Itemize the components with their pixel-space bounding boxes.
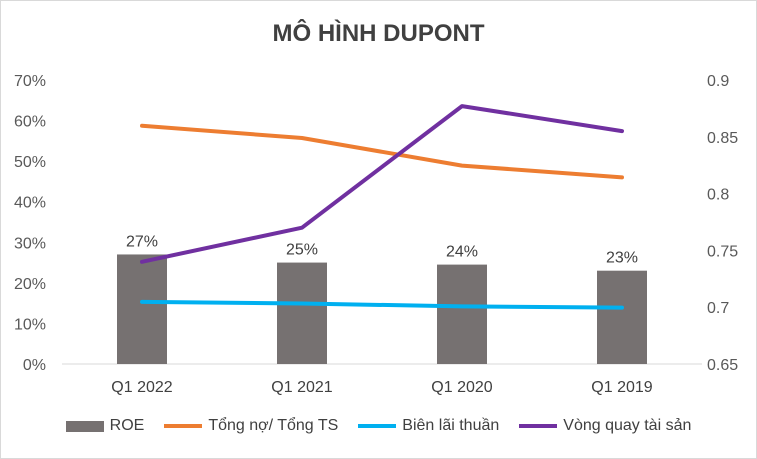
legend-item-asset-turnover: Vòng quay tài sản [519,417,691,435]
y-left-tick-label: 20% [14,276,46,293]
line-debt-ratio [140,123,624,180]
y-right-tick-label: 0.9 [707,73,729,90]
line-net-margin [140,299,624,310]
legend-swatch-roe [65,420,104,432]
chart-title: MÔ HÌNH DUPONT [272,20,485,47]
y-left-tick-label: 40% [14,195,46,212]
y-left-tick-label: 50% [14,154,46,171]
y-right-tick-label: 0.8 [707,187,729,204]
bar-roe [597,270,647,364]
line-asset-turnover [140,104,624,264]
y-right-tick-label: 0.65 [707,357,738,374]
bar-data-label: 23% [606,250,638,267]
legend-item-debt-ratio: Tổng nợ/ Tổng TS [164,417,338,435]
bar-roe [437,264,487,364]
bar-data-label: 24% [446,244,478,261]
legend-label-roe: ROE [109,417,145,434]
legend-swatch-asset-turnover [519,424,558,428]
y-left-tick-label: 70% [14,73,46,90]
x-tick-label: Q1 2020 [431,379,492,396]
y-left-tick-label: 0% [23,357,46,374]
y-right-tick-label: 0.75 [707,243,738,260]
bar-data-label: 25% [286,242,318,259]
x-tick-label: Q1 2021 [271,379,332,396]
legend-label-asset-turnover: Vòng quay tài sản [563,417,692,434]
bar-roe [117,254,167,364]
y-left-tick-label: 30% [14,235,46,252]
x-tick-label: Q1 2019 [591,379,652,396]
legend-item-roe: ROE [65,417,145,435]
bar-data-label: 27% [126,233,158,250]
chart-legend: ROE Tổng nợ/ Tổng TS Biên lãi thuần Vòng… [0,414,757,438]
x-tick-label: Q1 2022 [111,379,172,396]
y-right-tick-label: 0.85 [707,130,738,147]
bar-roe [277,262,327,364]
y-left-tick-label: 60% [14,114,46,131]
legend-swatch-debt-ratio [164,424,203,428]
y-left-tick-label: 10% [14,316,46,333]
legend-label-net-margin: Biên lãi thuần [402,417,500,434]
legend-swatch-net-margin [358,424,397,428]
y-right-tick-label: 0.7 [707,300,729,317]
legend-item-net-margin: Biên lãi thuần [358,417,499,435]
legend-label-debt-ratio: Tổng nợ/ Tổng TS [208,417,339,434]
